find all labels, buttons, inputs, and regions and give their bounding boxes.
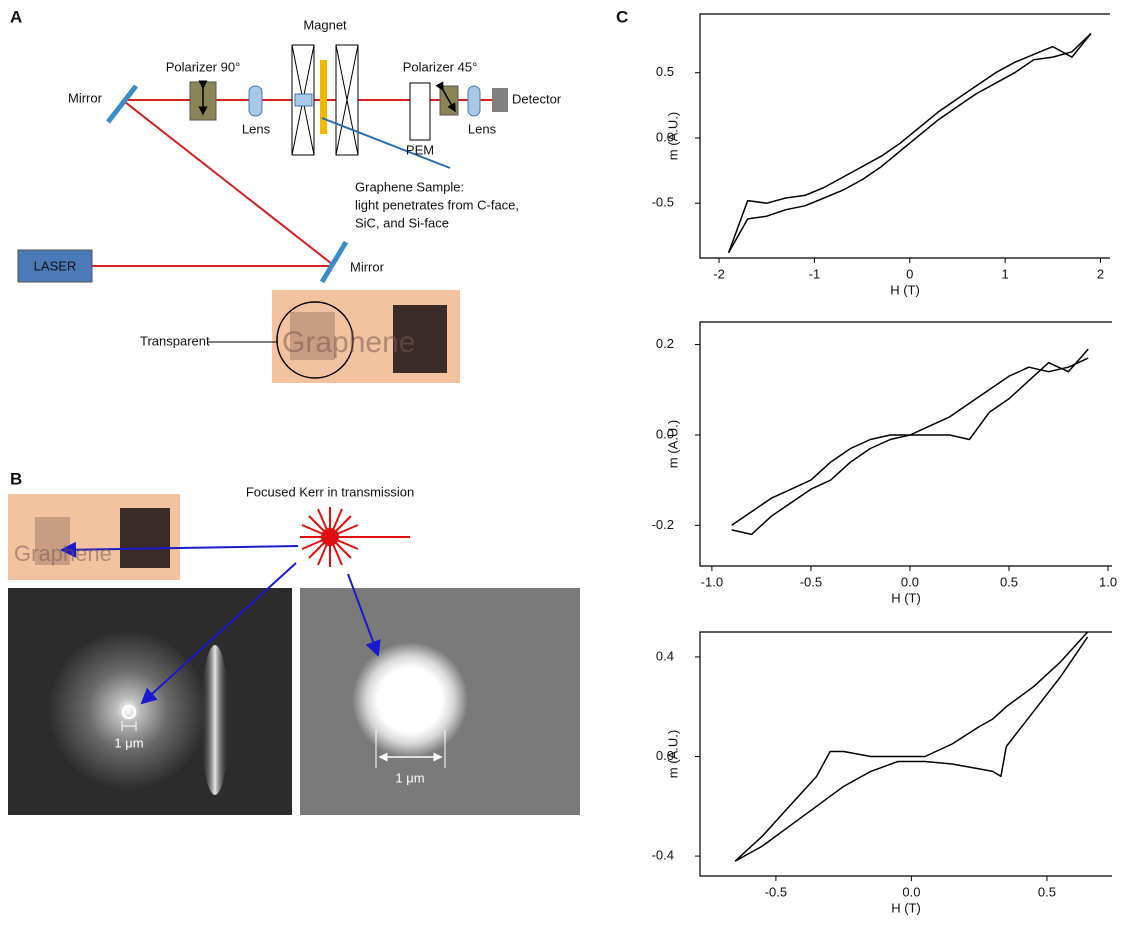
axis-frame xyxy=(700,632,1112,876)
scale-label: 1 μm xyxy=(114,735,143,750)
x-axis-label: H (T) xyxy=(891,900,921,915)
data-line xyxy=(735,637,1087,861)
y-tick-label: 0.2 xyxy=(656,336,674,351)
x-tick-label: -2 xyxy=(713,266,725,281)
label: Transparent xyxy=(140,333,210,348)
x-tick-label: 1.0 xyxy=(1099,574,1117,589)
data-line xyxy=(729,34,1091,253)
label: Mirror xyxy=(350,259,385,274)
x-tick-label: -0.5 xyxy=(800,574,822,589)
x-tick-label: -1.0 xyxy=(701,574,723,589)
x-tick-label: -0.5 xyxy=(765,884,787,899)
note: light penetrates from C-face, xyxy=(355,197,519,212)
y-axis-label: m (A.U.) xyxy=(665,730,680,778)
x-tick-label: 1 xyxy=(1001,266,1008,281)
label: Polarizer 90° xyxy=(166,59,241,74)
label: Mirror xyxy=(68,90,103,105)
x-axis-label: H (T) xyxy=(890,282,920,297)
data-line xyxy=(732,349,1088,534)
x-tick-label: 0.5 xyxy=(1000,574,1018,589)
label: Magnet xyxy=(303,17,347,32)
x-tick-label: 0.5 xyxy=(1038,884,1056,899)
x-tick-label: -1 xyxy=(809,266,821,281)
x-tick-label: 2 xyxy=(1097,266,1104,281)
sample-text: Graphene xyxy=(14,541,112,566)
label: LASER xyxy=(34,258,77,273)
data-line xyxy=(732,358,1088,525)
x-axis-label: H (T) xyxy=(891,590,921,605)
label: Polarizer 45° xyxy=(403,59,478,74)
y-tick-label: -0.5 xyxy=(652,195,674,210)
scale-label: 1 μm xyxy=(395,770,424,785)
y-tick-label: -0.4 xyxy=(652,848,674,863)
x-tick-label: 0.0 xyxy=(902,884,920,899)
panel-label: B xyxy=(10,469,22,488)
label: PEM xyxy=(406,142,434,157)
y-tick-label: -0.2 xyxy=(652,517,674,532)
y-axis-label: m (A.U.) xyxy=(665,420,680,468)
x-tick-label: 0 xyxy=(906,266,913,281)
y-tick-label: 0.5 xyxy=(656,64,674,79)
note: Graphene Sample: xyxy=(355,179,464,194)
panel-label: C xyxy=(616,7,628,26)
x-tick-label: 0.0 xyxy=(901,574,919,589)
label: Detector xyxy=(512,91,562,106)
y-tick-label: 0.4 xyxy=(656,648,674,663)
label: Lens xyxy=(468,121,497,136)
axis-frame xyxy=(700,322,1112,566)
note: SiC, and Si-face xyxy=(355,215,449,230)
figure: A B C Mirror Polarizer 90° Lens Magnet P… xyxy=(0,0,1124,927)
sample-text: Graphene xyxy=(282,326,415,359)
label: Lens xyxy=(242,121,271,136)
axis-frame xyxy=(700,14,1110,258)
y-axis-label: m (A.U.) xyxy=(665,112,680,160)
title: Focused Kerr in transmission xyxy=(246,484,414,499)
panel-label: A xyxy=(10,7,22,26)
